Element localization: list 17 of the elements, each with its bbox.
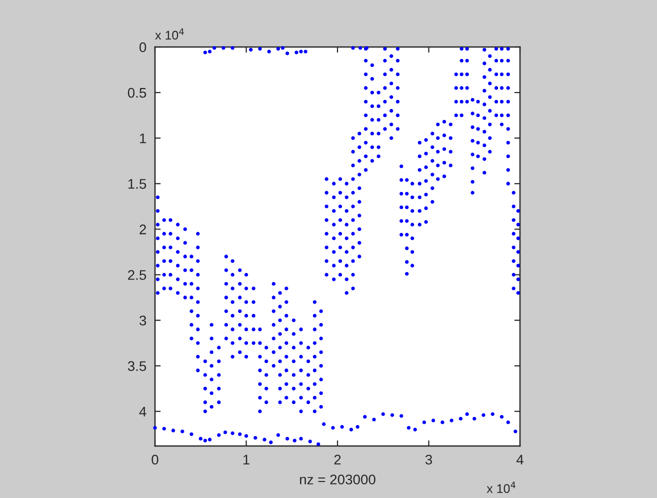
text: x 10$^{4}$ — [486, 482, 516, 493]
x-tick-label: 4 — [516, 454, 524, 464]
y-tick-label: 2 — [140, 224, 146, 234]
y-tick-label: 2.5 — [128, 270, 146, 280]
y-tick-label: 4 — [139, 406, 146, 416]
y-tick-label: 1 — [140, 134, 146, 144]
y-tick-label: 1.5 — [128, 179, 146, 189]
y-tick-label: 0.5 — [128, 88, 146, 98]
x-tick-label: 0 — [152, 454, 158, 465]
x-tick-label: 1 — [243, 454, 250, 464]
x-tick-label: 3 — [425, 454, 432, 465]
text: x 10$^{4}$ — [155, 28, 184, 40]
x-axis-title: nz = 203000 — [300, 474, 376, 484]
y-tick-label: 3.5 — [128, 361, 146, 372]
x-tick-label: 2 — [334, 454, 341, 464]
y-tick-label: 3 — [139, 316, 146, 326]
y-tick-label: 0 — [139, 42, 146, 52]
